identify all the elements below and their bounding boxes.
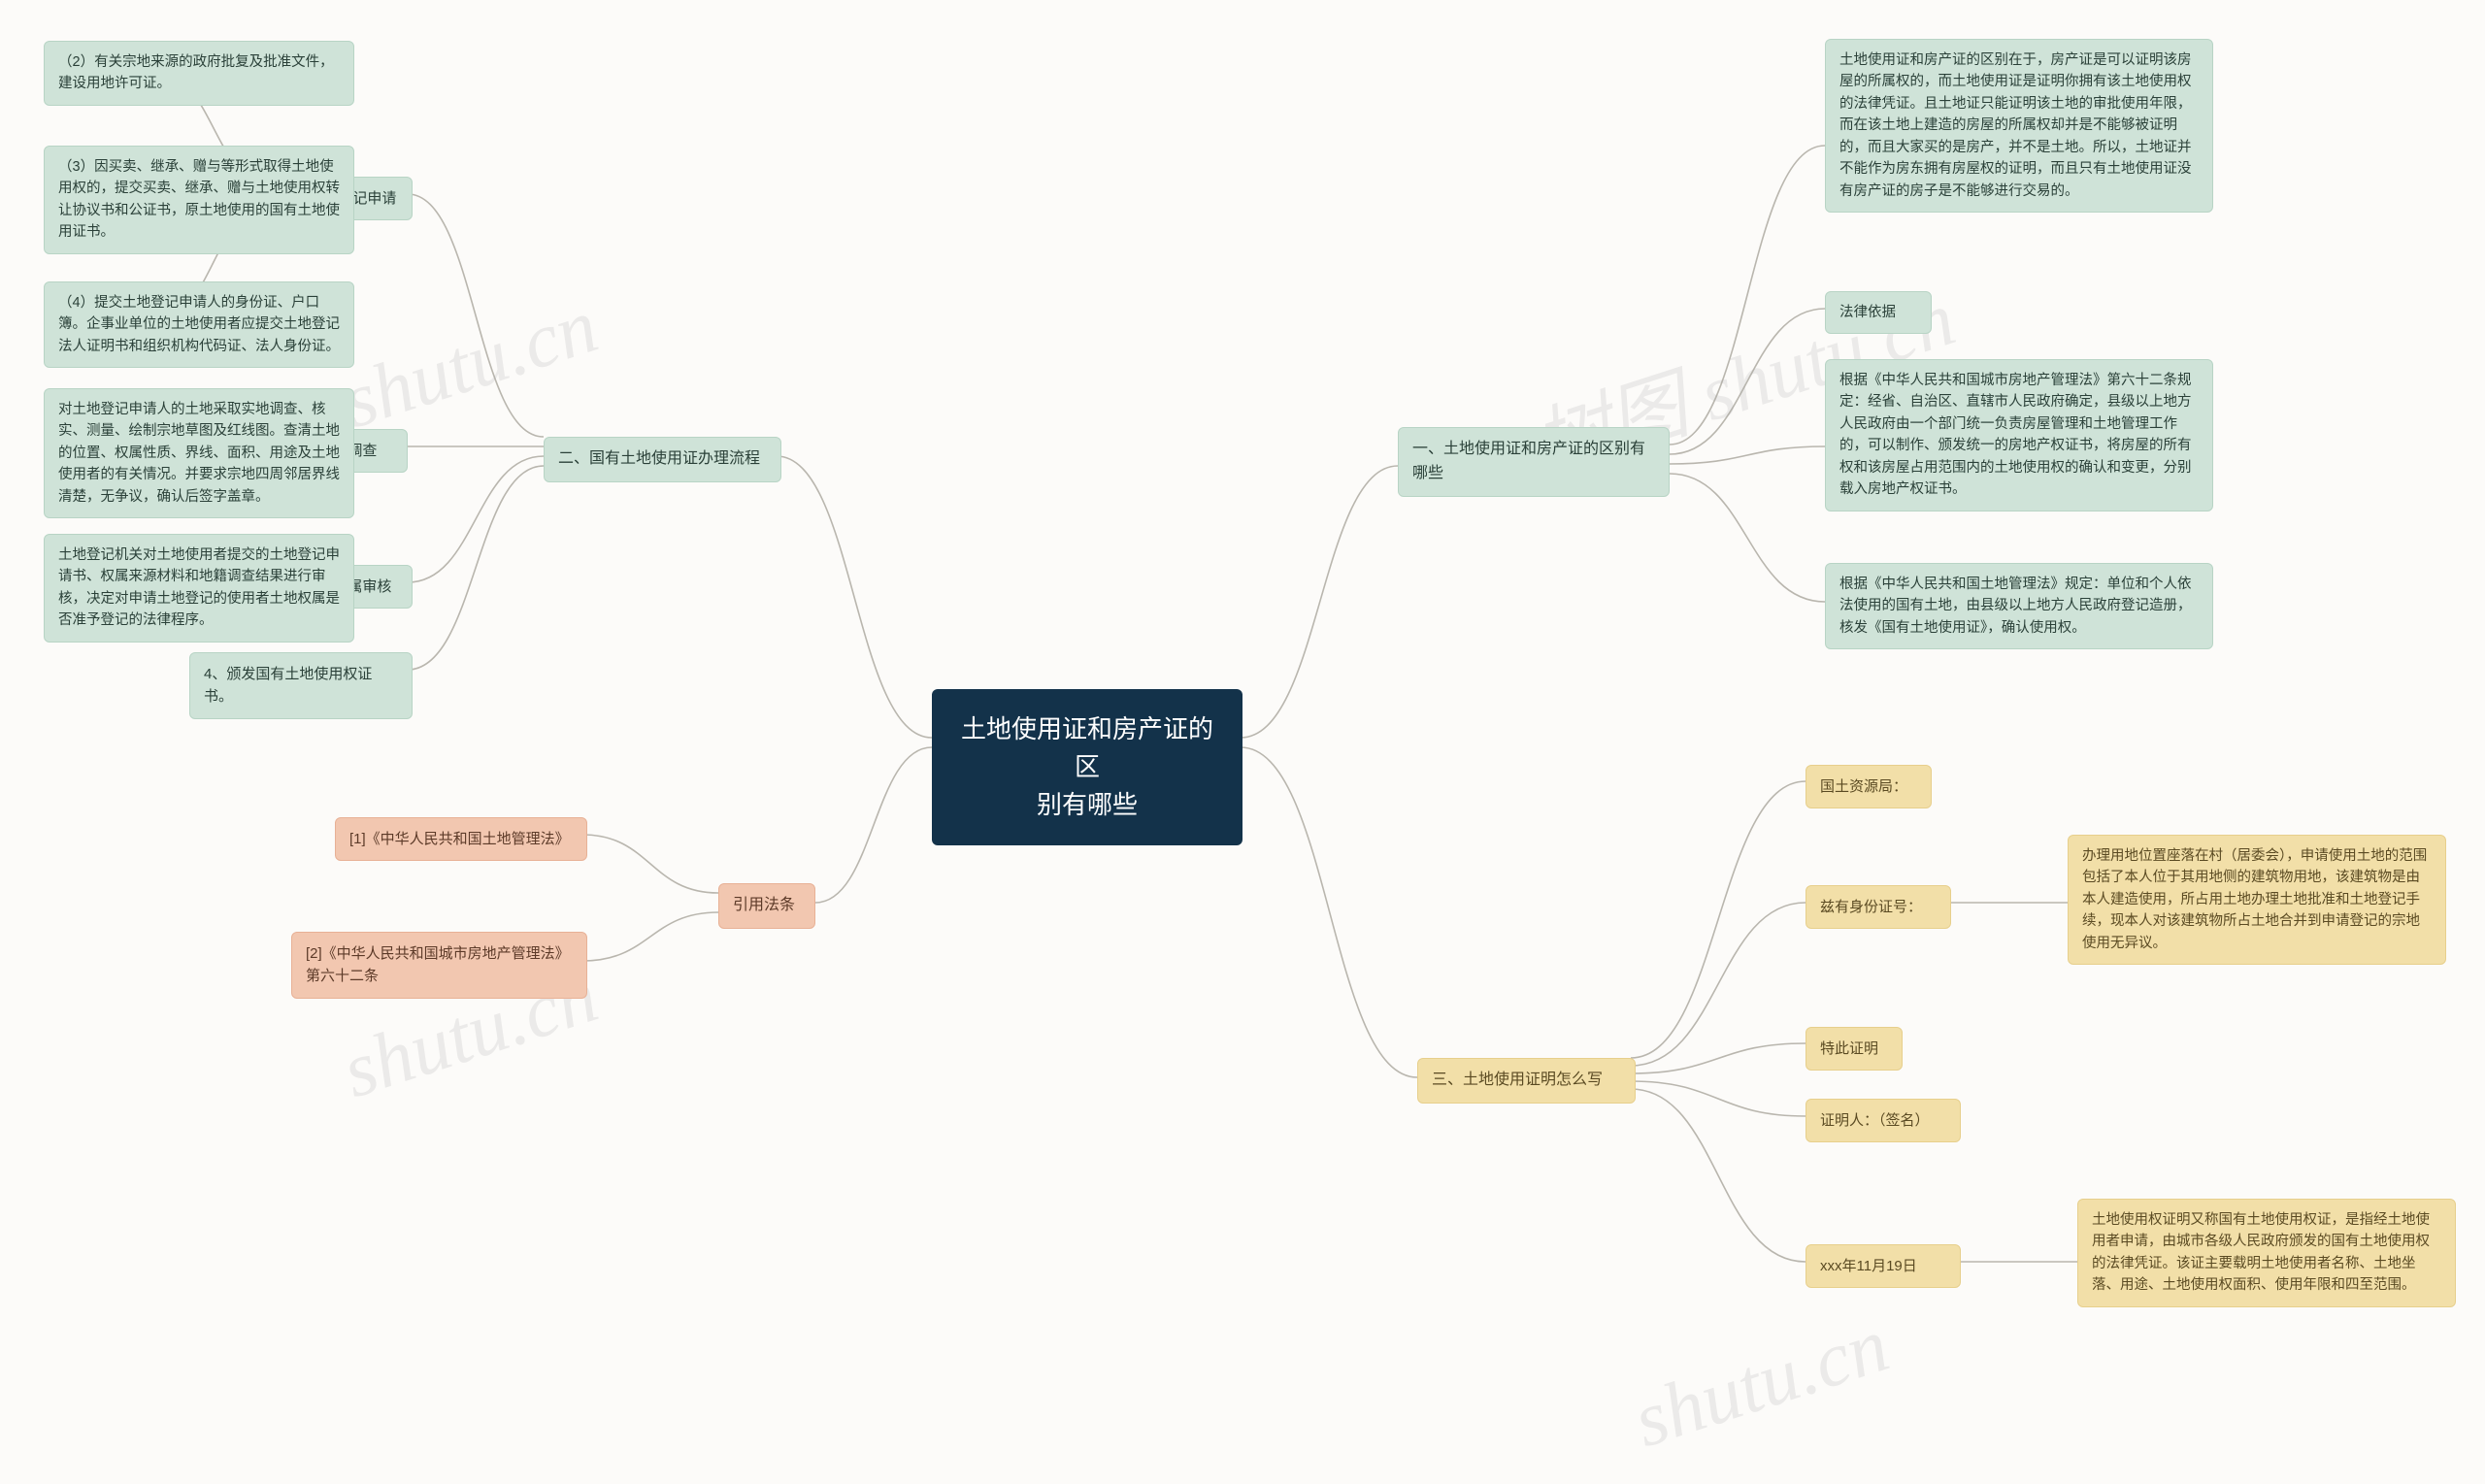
citations-title: 引用法条 bbox=[718, 883, 815, 929]
branch1-leaf3: 根据《中华人民共和国城市房地产管理法》第六十二条规定：经省、自治区、直辖市人民政… bbox=[1825, 359, 2213, 511]
branch2-step3-leaf: 土地登记机关对土地使用者提交的土地登记申请书、权属来源材料和地籍调查结果进行审核… bbox=[44, 534, 354, 643]
branch2-step1-leaf1: （2）有关宗地来源的政府批复及批准文件，建设用地许可证。 bbox=[44, 41, 354, 106]
branch1-title: 一、土地使用证和房产证的区别有哪些 bbox=[1398, 427, 1670, 497]
branch2-step4: 4、颁发国有土地使用权证书。 bbox=[189, 652, 413, 719]
citations-item1: [1]《中华人民共和国土地管理法》 bbox=[335, 817, 587, 861]
branch1-leaf4: 根据《中华人民共和国土地管理法》规定：单位和个人依法使用的国有土地，由县级以上地… bbox=[1825, 563, 2213, 649]
branch1-leaf2: 法律依据 bbox=[1825, 291, 1932, 334]
branch3-title: 三、土地使用证明怎么写 bbox=[1417, 1058, 1636, 1104]
branch2-step2-leaf: 对土地登记申请人的土地采取实地调查、核实、测量、绘制宗地草图及红线图。查清土地的… bbox=[44, 388, 354, 518]
root-line2: 别有哪些 bbox=[1037, 790, 1138, 819]
branch1-leaf1: 土地使用证和房产证的区别在于，房产证是可以证明该房屋的所属权的，而土地使用证是证… bbox=[1825, 39, 2213, 213]
branch1-title-text: 一、土地使用证和房产证的区别有哪些 bbox=[1412, 441, 1645, 481]
branch3-leaf2-label: 兹有身份证号： bbox=[1806, 885, 1951, 929]
branch2-step1-leaf3: （4）提交土地登记申请人的身份证、户口簿。企事业单位的土地使用者应提交土地登记法… bbox=[44, 281, 354, 368]
root-line1: 土地使用证和房产证的区 bbox=[961, 714, 1213, 781]
root-node: 土地使用证和房产证的区 别有哪些 bbox=[932, 689, 1242, 845]
branch3-leaf2-text: 办理用地位置座落在村（居委会），申请使用土地的范围包括了本人位于其用地侧的建筑物… bbox=[2068, 835, 2446, 965]
branch3-leaf4: 证明人：（签名） bbox=[1806, 1099, 1961, 1142]
branch3-leaf5-label: xxx年11月19日 bbox=[1806, 1244, 1961, 1288]
citations-item2: [2]《中华人民共和国城市房地产管理法》 第六十二条 bbox=[291, 932, 587, 999]
branch2-title: 二、国有土地使用证办理流程 bbox=[544, 437, 781, 482]
branch3-leaf1: 国土资源局： bbox=[1806, 765, 1932, 808]
branch3-leaf3: 特此证明 bbox=[1806, 1027, 1903, 1071]
branch2-step1-leaf2: （3）因买卖、继承、赠与等形式取得土地使用权的，提交买卖、继承、赠与土地使用权转… bbox=[44, 146, 354, 254]
branch3-leaf5-text: 土地使用权证明又称国有土地使用权证，是指经土地使用者申请，由城市各级人民政府颁发… bbox=[2077, 1199, 2456, 1307]
